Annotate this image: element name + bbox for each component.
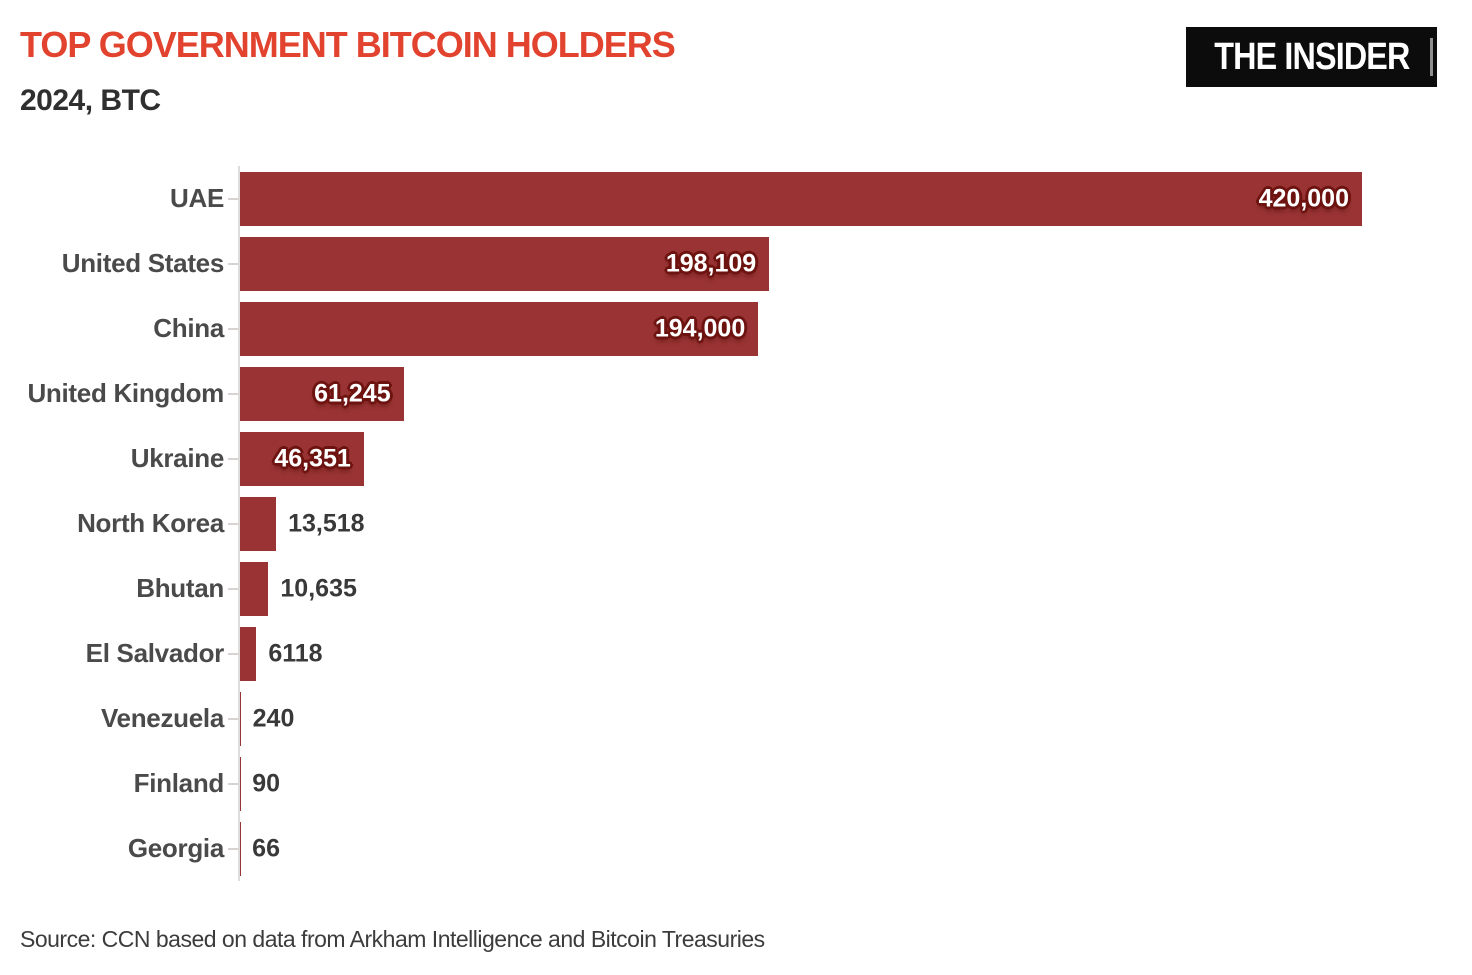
category-label: Georgia bbox=[127, 833, 224, 863]
chart-row: China 194,000 bbox=[16, 296, 1456, 361]
bar-chart: UAE 420,000 United States 198,109 China 194,0… bbox=[16, 166, 1456, 881]
value-label: 198,109 bbox=[665, 249, 757, 277]
bar bbox=[240, 431, 364, 486]
bar-track: 198,109 bbox=[238, 231, 1456, 296]
chart-row: United Kingdom 61,245 bbox=[16, 361, 1456, 426]
logo-text: THE INSIDER bbox=[1213, 35, 1410, 78]
chart-row: Bhutan 10,635 bbox=[16, 556, 1456, 621]
axis-tick bbox=[228, 587, 238, 590]
value-label: 6118 bbox=[268, 639, 323, 667]
bar bbox=[240, 301, 759, 356]
chart-row: North Korea 13,518 bbox=[16, 491, 1456, 556]
bar-track: 6118 bbox=[238, 621, 1456, 686]
bar-track: 240 bbox=[238, 686, 1456, 751]
bar-track: 90 bbox=[238, 751, 1456, 816]
chart-row: Georgia 66 bbox=[16, 816, 1456, 881]
value-label: 420,000 bbox=[1258, 184, 1349, 212]
category-label: North Korea bbox=[77, 508, 224, 538]
chart-row: United States 198,109 bbox=[16, 231, 1456, 296]
axis-tick bbox=[228, 717, 238, 720]
category-label: El Salvador bbox=[85, 638, 225, 668]
bar bbox=[240, 496, 277, 551]
bar-track: 420,000 bbox=[238, 166, 1456, 231]
bar-track: 10,635 bbox=[238, 556, 1456, 621]
value-label: 61,245 bbox=[314, 379, 391, 407]
chart-title: TOP GOVERNMENT BITCOIN HOLDERS bbox=[20, 24, 676, 65]
bar bbox=[240, 561, 269, 616]
category-label: China bbox=[153, 313, 224, 343]
axis-tick bbox=[228, 782, 238, 785]
axis-tick bbox=[228, 392, 238, 395]
bar bbox=[240, 691, 241, 746]
the-insider-logo: THE INSIDER bbox=[1186, 27, 1437, 87]
source-note: Source: CCN based on data from Arkham In… bbox=[20, 926, 765, 952]
bar-track: 66 bbox=[238, 816, 1456, 881]
axis-tick bbox=[228, 847, 238, 850]
category-label: Bhutan bbox=[136, 573, 224, 603]
category-label: United States bbox=[61, 248, 225, 278]
category-label: United Kingdom bbox=[27, 378, 224, 408]
category-label: UAE bbox=[170, 183, 224, 213]
bar bbox=[240, 171, 1362, 226]
bar bbox=[240, 626, 257, 681]
axis-tick bbox=[228, 652, 238, 655]
chart-row: El Salvador 6118 bbox=[16, 621, 1456, 686]
chart-row: Venezuela 240 bbox=[16, 686, 1456, 751]
chart-rows: UAE 420,000 United States 198,109 China 194,0… bbox=[16, 166, 1456, 881]
value-label: 66 bbox=[252, 834, 280, 862]
bar-track: 61,245 bbox=[238, 361, 1456, 426]
chart-row: UAE 420,000 bbox=[16, 166, 1456, 231]
value-label: 13,518 bbox=[288, 509, 365, 537]
bar-track: 13,518 bbox=[238, 491, 1456, 556]
bar bbox=[240, 236, 770, 291]
category-label: Ukraine bbox=[130, 443, 225, 473]
axis-tick bbox=[228, 197, 238, 200]
logo-cursor-mark bbox=[1430, 38, 1433, 76]
category-label: Finland bbox=[133, 768, 225, 798]
value-label: 46,351 bbox=[274, 444, 351, 472]
bar-track: 194,000 bbox=[238, 296, 1456, 361]
chart-row: Finland 90 bbox=[16, 751, 1456, 816]
category-label: Venezuela bbox=[100, 703, 224, 733]
value-label: 90 bbox=[252, 769, 281, 797]
axis-tick bbox=[228, 457, 238, 460]
axis-tick bbox=[228, 522, 238, 525]
chart-subtitle: 2024, BTC bbox=[20, 84, 161, 117]
chart-row: Ukraine 46,351 bbox=[16, 426, 1456, 491]
value-label: 240 bbox=[252, 704, 295, 732]
value-label: 194,000 bbox=[654, 314, 746, 342]
axis-tick bbox=[228, 327, 238, 330]
bar bbox=[240, 366, 404, 421]
value-label: 10,635 bbox=[280, 574, 357, 602]
bar-track: 46,351 bbox=[238, 426, 1456, 491]
axis-tick bbox=[228, 262, 238, 265]
